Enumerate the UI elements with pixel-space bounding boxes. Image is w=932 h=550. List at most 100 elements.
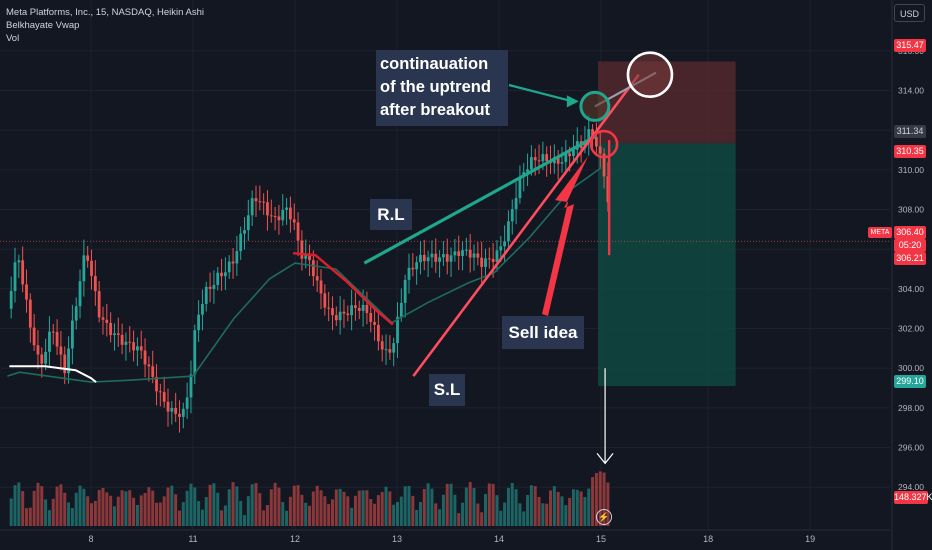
circle-green-fill	[580, 92, 609, 121]
candle-body	[178, 413, 181, 417]
candle-body	[170, 407, 174, 412]
x-tick-label: 11	[188, 534, 197, 544]
candle-body	[407, 267, 411, 280]
candle-body	[472, 253, 476, 258]
candle-body	[227, 261, 231, 273]
volume-bar	[254, 483, 258, 526]
candle-body	[507, 221, 510, 242]
candle-body	[243, 230, 246, 234]
price-tag-stop: 299.10	[894, 375, 926, 388]
candle-body	[185, 397, 189, 409]
volume-bar	[97, 489, 101, 526]
candle-body	[9, 290, 13, 309]
volume-bar	[265, 505, 269, 526]
candle-body	[457, 251, 461, 256]
candle-body	[93, 275, 97, 292]
candle-body	[109, 322, 113, 336]
indicator-vwap-label[interactable]: Belkhayate Vwap	[6, 20, 80, 31]
volume-bar	[132, 497, 136, 526]
continuation-arrowhead	[566, 95, 579, 108]
candle-body	[250, 198, 254, 216]
currency-button[interactable]: USD	[894, 4, 925, 22]
annotation-continuation-line-2: of the uptrend	[380, 78, 491, 96]
volume-bar	[116, 496, 120, 526]
candle-body	[181, 408, 185, 417]
volume-bar	[24, 508, 28, 526]
candle-body	[101, 317, 105, 320]
x-tick-label: 19	[805, 534, 815, 544]
volume-bar	[281, 501, 285, 526]
candle-body	[598, 146, 602, 154]
volume-bar	[47, 510, 51, 526]
volume-bar	[499, 510, 503, 526]
candle-body	[426, 257, 430, 262]
candle-body	[537, 160, 541, 162]
volume-bar	[518, 503, 522, 526]
volume-bar	[246, 496, 250, 526]
annotation-resistance-line: R.L	[370, 199, 412, 230]
volume-bar	[396, 501, 400, 526]
x-tick-label: 13	[392, 534, 402, 544]
candle-body	[487, 258, 491, 260]
volume-bar	[300, 494, 304, 526]
candle-body	[403, 279, 407, 303]
candle-body	[285, 207, 288, 210]
volume-bar	[571, 489, 575, 526]
volume-bar	[223, 505, 227, 526]
volume-bar	[353, 495, 357, 526]
volume-bar	[70, 508, 74, 526]
volume-bar	[74, 492, 78, 526]
candle-body	[495, 250, 499, 262]
candle-body	[292, 219, 296, 223]
candle-body	[113, 333, 116, 336]
candle-body	[59, 346, 63, 355]
volume-bar	[583, 497, 587, 526]
volume-bar	[472, 487, 476, 526]
volume-bar	[243, 515, 247, 526]
candle-body	[201, 303, 204, 315]
volume-bar	[564, 505, 568, 526]
candle-body	[36, 345, 40, 355]
volume-bar	[399, 496, 403, 526]
volume-bar	[587, 488, 591, 526]
continuation-arrow	[508, 83, 574, 103]
volume-bar	[311, 491, 315, 526]
candle-body	[468, 249, 472, 258]
candle-body	[174, 407, 178, 414]
y-tick-label: 304.00	[898, 284, 924, 294]
volume-bar	[51, 498, 55, 526]
vwap-white-line	[9, 365, 97, 383]
indicator-vol-label[interactable]: Vol	[6, 33, 20, 44]
symbol-title[interactable]: Meta Platforms, Inc., 15, NASDAQ, Heikin…	[6, 7, 204, 18]
volume-bar	[177, 510, 181, 526]
candle-body	[373, 321, 376, 325]
candle-body	[354, 305, 357, 308]
candle-body	[82, 255, 86, 282]
volume-bar	[330, 499, 334, 526]
price-tag-target: 315.47	[894, 39, 926, 52]
candle-body	[204, 286, 208, 304]
volume-bar	[495, 495, 499, 526]
candle-body	[51, 331, 55, 333]
volume-bar	[461, 502, 465, 526]
volume-bar	[457, 513, 461, 526]
candle-body	[361, 304, 365, 311]
volume-bar	[510, 483, 514, 526]
candle-body	[143, 350, 147, 365]
volume-bar	[541, 503, 545, 526]
annotation-continuation: continauation of the uptrend after break…	[376, 50, 508, 126]
price-tag-countdown: 05:20	[894, 239, 926, 252]
price-tag-entry: 310.35	[894, 145, 926, 158]
candle-body	[300, 240, 304, 259]
volume-bar	[17, 482, 21, 526]
candle-body	[220, 272, 223, 277]
candle-body	[606, 176, 610, 203]
volume-bar	[568, 497, 572, 526]
lightning-icon[interactable]: ⚡	[596, 509, 612, 525]
candle-body	[97, 291, 101, 318]
volume-bar	[411, 495, 415, 526]
candle-body	[480, 257, 484, 267]
volume-bar	[480, 512, 484, 526]
volume-bar	[526, 494, 530, 526]
